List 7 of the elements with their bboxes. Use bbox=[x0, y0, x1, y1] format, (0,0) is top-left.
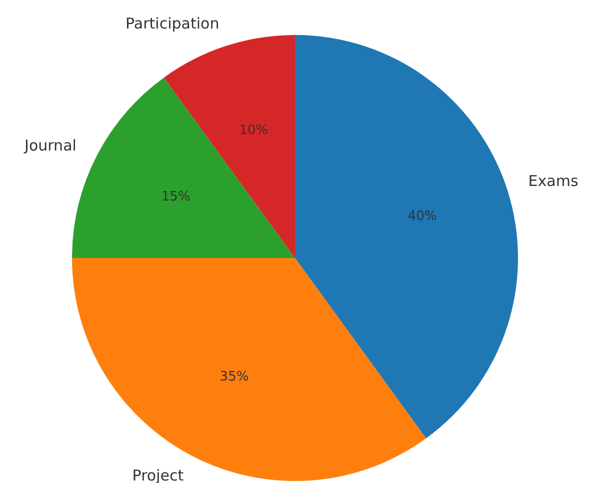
data-label: 40% bbox=[408, 209, 437, 224]
data-label: 35% bbox=[220, 370, 249, 385]
slice-label: Exams bbox=[528, 172, 578, 190]
slice-label: Participation bbox=[126, 14, 220, 33]
data-label: 15% bbox=[161, 190, 190, 205]
data-label: 10% bbox=[239, 123, 268, 138]
slice-label: Journal bbox=[24, 136, 76, 155]
